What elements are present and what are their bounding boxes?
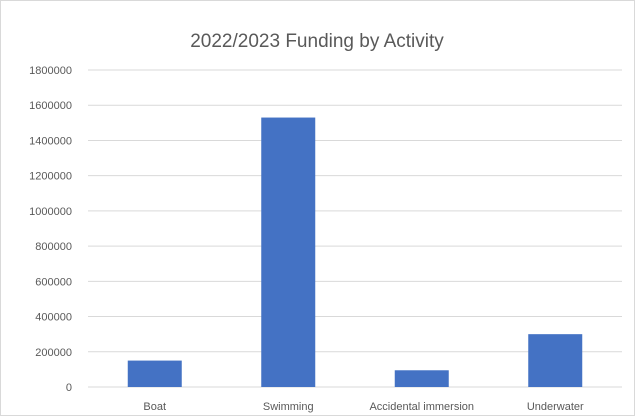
x-category-label: Swimming bbox=[263, 401, 314, 413]
y-tick-label: 800000 bbox=[35, 241, 72, 253]
y-tick-label: 1800000 bbox=[29, 65, 72, 77]
y-tick-label: 0 bbox=[66, 382, 72, 394]
bar bbox=[528, 334, 583, 387]
y-tick-label: 1600000 bbox=[29, 100, 72, 112]
y-tick-label: 600000 bbox=[35, 276, 72, 288]
y-axis-ticks: 0 200000 400000 600000 800000 1000000 1200000 1… bbox=[29, 65, 72, 394]
x-category-label: Accidental immersion bbox=[369, 401, 474, 413]
bar bbox=[261, 117, 316, 388]
bar bbox=[127, 360, 182, 387]
bar bbox=[394, 370, 449, 387]
x-category-label: Underwater bbox=[527, 401, 584, 413]
y-tick-label: 1200000 bbox=[29, 171, 72, 183]
y-tick-label: 1000000 bbox=[29, 206, 72, 218]
bars bbox=[127, 117, 583, 388]
chart-title: 2022/2023 Funding by Activity bbox=[190, 31, 444, 52]
y-tick-label: 200000 bbox=[35, 347, 72, 359]
y-tick-label: 400000 bbox=[35, 312, 72, 324]
y-tick-label: 1400000 bbox=[29, 135, 72, 147]
x-category-label: Boat bbox=[143, 401, 166, 413]
x-axis-categories: Boat Swimming Accidental immersion Underwat… bbox=[143, 401, 584, 413]
